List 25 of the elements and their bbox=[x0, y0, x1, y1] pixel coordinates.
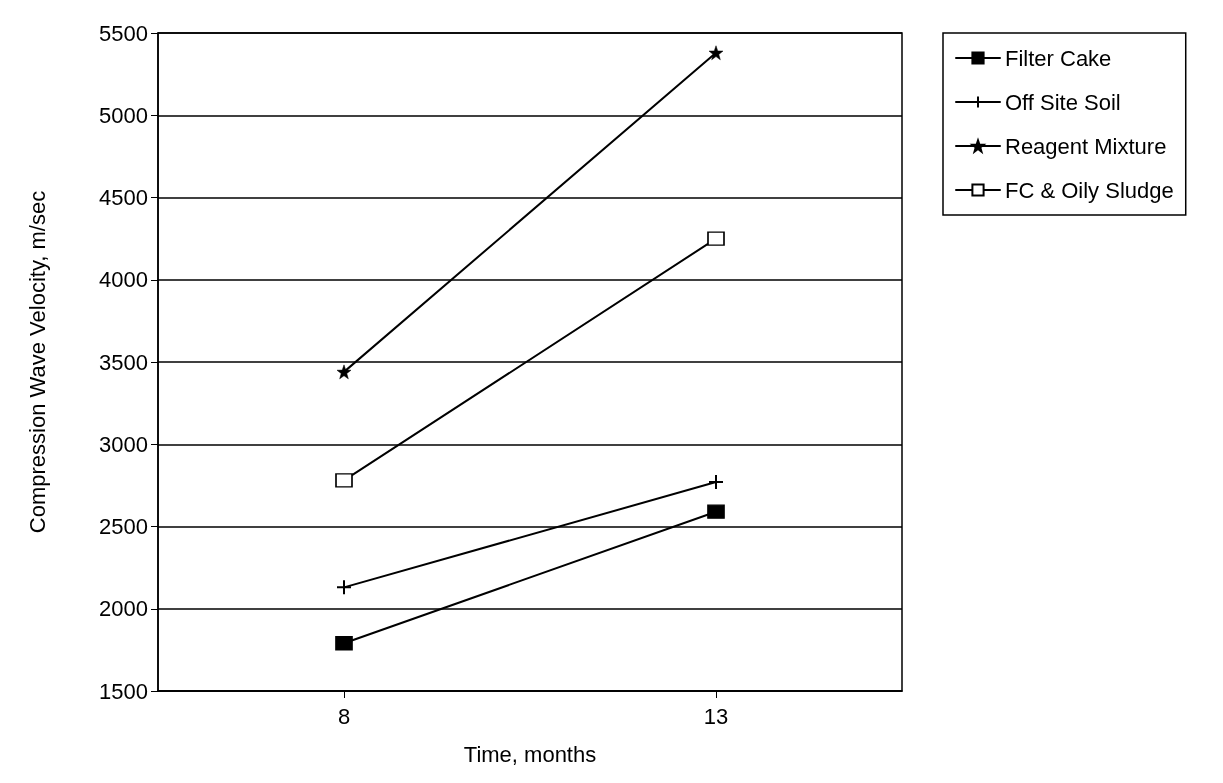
point bbox=[336, 579, 352, 596]
y-tick-label: 3000 bbox=[99, 431, 148, 457]
point bbox=[707, 231, 725, 246]
y-tick-label: 4000 bbox=[99, 267, 148, 293]
y-tick-label: 2500 bbox=[99, 514, 148, 539]
x-tick-label: 13 bbox=[703, 703, 729, 729]
y-axis-title: Compression Wave Velocity, m/sec bbox=[24, 190, 50, 534]
legend-label: Reagent Mixture bbox=[1005, 133, 1167, 159]
point bbox=[336, 364, 352, 380]
y-tick-label: 1500 bbox=[99, 678, 148, 704]
legend-label: FC & Oily Sludge bbox=[1005, 177, 1174, 203]
y-tick-label: 3500 bbox=[99, 349, 148, 375]
legend-label: Off Site Soil bbox=[1005, 89, 1121, 115]
point bbox=[708, 45, 724, 60]
x-tick-label: 8 bbox=[337, 703, 351, 729]
y-tick-label: 4500 bbox=[99, 185, 148, 210]
point bbox=[335, 473, 353, 488]
y-tick-label: 5500 bbox=[99, 20, 148, 46]
legend-label: Filter Cake bbox=[1005, 45, 1112, 71]
point bbox=[707, 504, 725, 519]
point bbox=[335, 636, 353, 651]
x-axis-title: Time, months bbox=[463, 741, 597, 767]
point bbox=[708, 474, 724, 491]
y-tick-label: 2000 bbox=[99, 596, 148, 622]
y-tick-label: 5000 bbox=[99, 102, 148, 128]
